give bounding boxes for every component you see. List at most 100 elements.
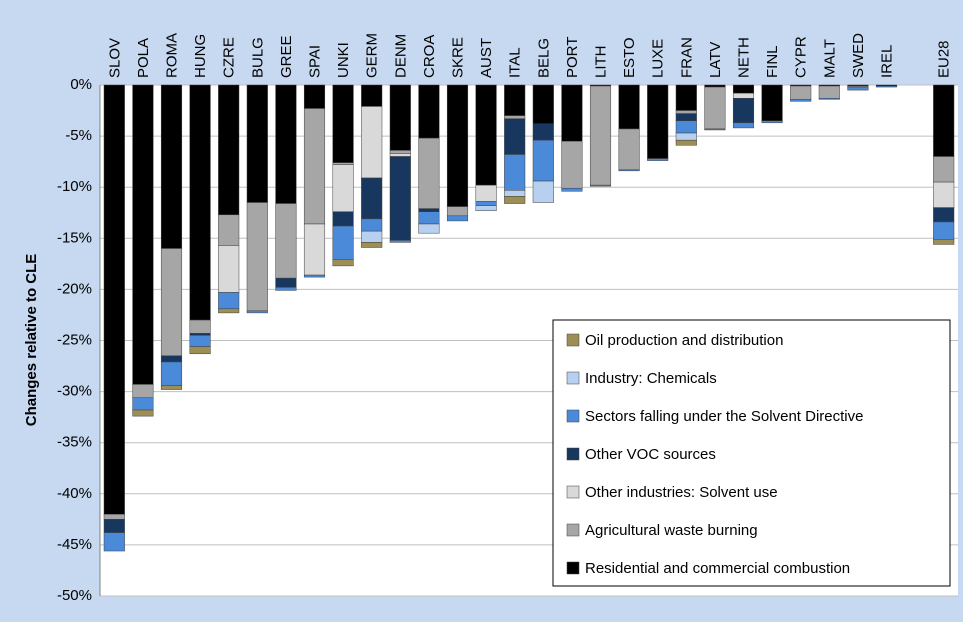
bar-segment (847, 86, 869, 91)
x-tick-label: SLOV (106, 38, 123, 78)
x-tick-label: EU28 (936, 40, 953, 78)
bar-segment (246, 310, 268, 314)
x-tick-label: SKRE (450, 37, 467, 78)
y-tick-label: -15% (57, 229, 92, 246)
bar-segment (332, 84, 354, 163)
bar-segment (675, 132, 697, 141)
bar-segment (361, 242, 383, 248)
bar-segment (675, 139, 697, 146)
bar-segment (818, 98, 840, 100)
x-tick-label: LUXE (650, 39, 667, 78)
bar-segment (504, 154, 526, 191)
bar-segment (475, 201, 497, 206)
x-tick-label: MALT (821, 39, 838, 78)
bar-segment (732, 122, 755, 129)
bar-segment (332, 225, 354, 261)
bar-segment (875, 85, 898, 88)
bar-segment (332, 162, 354, 165)
x-tick-label: CROA (421, 35, 438, 78)
bar-segment (732, 92, 755, 99)
bar-segment (332, 211, 354, 227)
bar-segment (618, 84, 640, 130)
x-tick-label: AUST (478, 38, 495, 78)
bar-segment (218, 292, 240, 310)
bar-segment (675, 84, 697, 111)
bar-segment (218, 84, 240, 216)
bar-segment (189, 346, 211, 355)
x-tick-label: GREE (278, 35, 295, 78)
x-tick-label: ESTO (621, 37, 638, 78)
y-tick-label: -25% (57, 331, 92, 348)
bar-segment (532, 139, 554, 182)
bar-segment (246, 202, 268, 312)
bar-segment (189, 84, 211, 321)
bar-segment (675, 110, 697, 114)
y-axis-label: Changes relative to CLE (23, 254, 40, 427)
legend-swatch (566, 523, 580, 537)
bar-segment (103, 84, 125, 515)
bar-segment (675, 113, 697, 122)
legend-label: Oil production and distribution (585, 332, 783, 349)
bar-segment (303, 84, 326, 109)
bar-segment (647, 84, 669, 159)
bar-segment (933, 207, 955, 223)
bar-segment (818, 85, 840, 99)
bar-segment (218, 308, 240, 314)
y-tick-label: -45% (57, 536, 92, 553)
y-tick-label: -40% (57, 485, 92, 502)
legend-box (552, 319, 951, 587)
y-tick-label: -10% (57, 178, 92, 195)
bar-segment (532, 180, 554, 203)
bar-segment (389, 240, 411, 243)
x-tick-label: POLA (135, 38, 152, 78)
x-tick-label: CYPR (793, 36, 810, 78)
x-tick-label: LITH (593, 45, 610, 78)
bar-segment (189, 335, 211, 347)
bar-segment (218, 245, 240, 293)
y-tick-label: 0% (70, 76, 92, 93)
bar-segment (589, 184, 612, 187)
bar-segment (732, 98, 755, 124)
bar-segment (704, 86, 726, 130)
x-tick-label: FRAN (678, 37, 695, 78)
bar-segment (933, 84, 955, 157)
bar-segment (761, 84, 783, 122)
bar-segment (332, 164, 354, 212)
x-tick-label: DENM (392, 34, 409, 78)
x-tick-label: PORT (564, 37, 581, 78)
bar-segment (418, 223, 440, 234)
legend-swatch (566, 485, 580, 499)
bar-segment (446, 84, 469, 207)
legend-label: Sectors falling under the Solvent Direct… (585, 408, 863, 425)
bar-segment (475, 205, 497, 211)
bar-segment (732, 84, 755, 94)
y-tick-label: -20% (57, 280, 92, 297)
bar-segment (475, 184, 497, 202)
y-tick-label: -30% (57, 383, 92, 400)
bar-segment (275, 84, 297, 204)
legend-swatch (566, 561, 580, 575)
bar-segment (475, 84, 497, 186)
bar-segment (418, 137, 440, 209)
legend-label: Other industries: Solvent use (585, 484, 778, 501)
bar-segment (933, 221, 955, 240)
bar-segment (132, 84, 154, 385)
legend-label: Residential and commercial combustion (585, 560, 850, 577)
y-tick-label: -5% (65, 127, 92, 144)
bar-segment (303, 108, 326, 225)
x-tick-label: IREL (879, 45, 896, 78)
legend-swatch (566, 371, 580, 385)
x-tick-label: ROMA (164, 33, 181, 78)
bar-segment (589, 85, 612, 186)
bar-segment (132, 397, 154, 411)
bar-segment (389, 153, 411, 157)
y-tick-label: -35% (57, 434, 92, 451)
bar-segment (160, 361, 183, 386)
bar-segment (361, 106, 383, 179)
bar-segment (389, 156, 411, 241)
bar-segment (647, 158, 669, 161)
bar-segment (504, 196, 526, 204)
x-tick-label: HUNG (192, 34, 209, 78)
bar-segment (504, 115, 526, 119)
